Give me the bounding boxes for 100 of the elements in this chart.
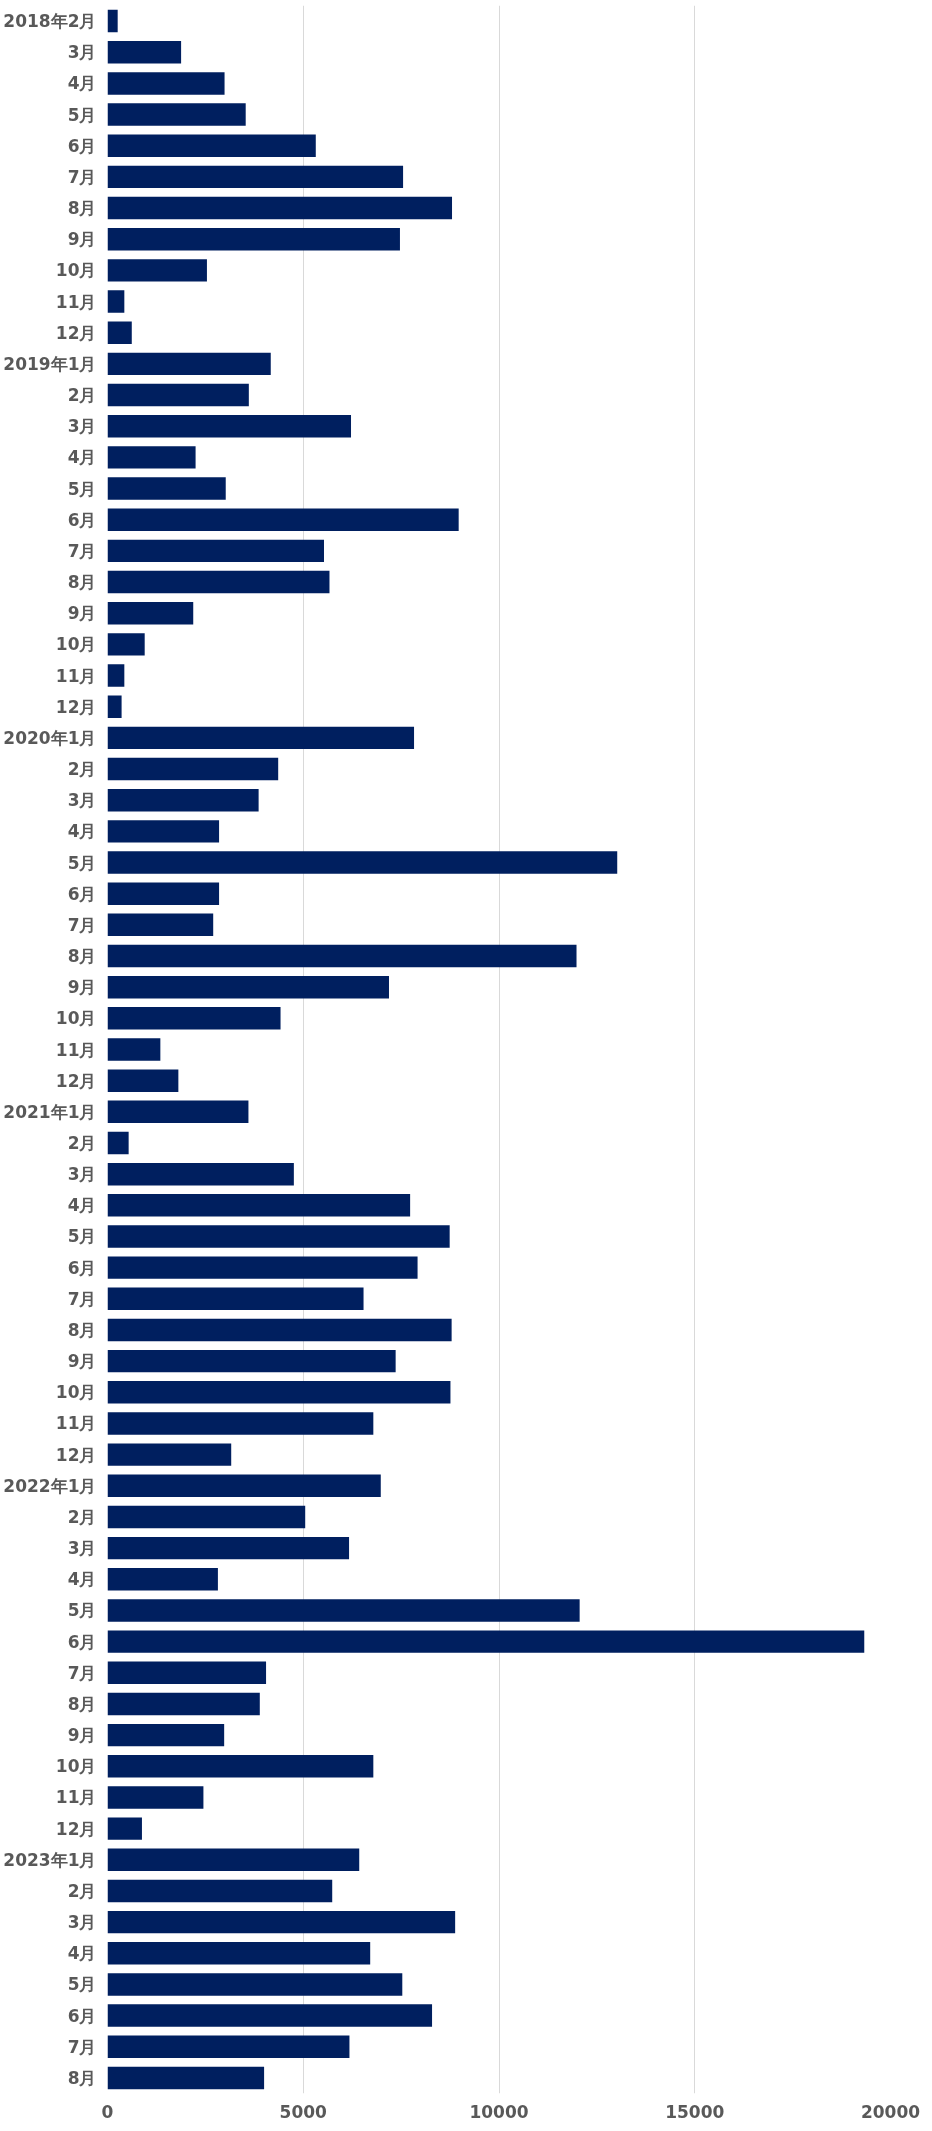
x-tick-label: 0 — [101, 2101, 114, 2122]
y-tick-label: 10月 — [55, 1008, 97, 1029]
bar — [107, 165, 404, 189]
bar — [107, 508, 459, 531]
bar — [107, 1505, 306, 1529]
x-tick-label: 5000 — [279, 2101, 328, 2122]
y-tick-label: 2022年1月 — [3, 1475, 97, 1496]
y-tick-label: 11月 — [55, 1413, 97, 1434]
y-tick-label: 3月 — [67, 790, 97, 811]
y-tick-label: 2023年1月 — [3, 1849, 97, 1870]
bar — [107, 1723, 225, 1747]
y-tick-label: 5月 — [67, 1600, 97, 1621]
y-tick-label: 9月 — [67, 1725, 97, 1746]
bar — [107, 1194, 411, 1217]
y-tick-label: 2020年1月 — [3, 727, 97, 748]
y-tick-label: 9月 — [67, 603, 97, 624]
y-tick-label: 5月 — [67, 1226, 97, 1247]
bar — [107, 944, 577, 968]
y-tick-label: 6月 — [67, 2005, 97, 2026]
y-tick-label: 8月 — [67, 1693, 97, 1714]
bar — [107, 820, 220, 843]
y-tick-label: 2021年1月 — [3, 1101, 97, 1122]
y-tick-label: 4月 — [67, 447, 97, 468]
bar — [107, 695, 122, 718]
bar — [107, 9, 118, 33]
y-tick-label: 6月 — [67, 135, 97, 156]
bar — [107, 1287, 364, 1311]
y-tick-label: 11月 — [55, 291, 97, 312]
bar — [107, 1038, 161, 1061]
y-tick-label: 6月 — [67, 1631, 97, 1652]
bar — [107, 1131, 129, 1155]
y-tick-label: 7月 — [67, 1288, 97, 1309]
bar — [107, 290, 125, 313]
y-tick-label: 2月 — [67, 385, 97, 406]
bar — [107, 757, 279, 781]
bar — [107, 1599, 580, 1622]
bar — [107, 477, 226, 500]
y-tick-label: 11月 — [55, 665, 97, 686]
bar — [107, 2035, 350, 2058]
bar — [107, 1536, 350, 1560]
bar — [107, 1474, 381, 1498]
bar — [107, 103, 246, 126]
bar — [107, 1848, 360, 1871]
y-tick-label: 8月 — [67, 198, 97, 219]
bar — [107, 601, 194, 625]
y-tick-label: 5月 — [67, 852, 97, 873]
bar — [107, 415, 352, 438]
y-tick-label: 9月 — [67, 229, 97, 250]
y-tick-label: 4月 — [67, 821, 97, 842]
bar — [107, 851, 618, 874]
y-tick-label: 12月 — [55, 322, 97, 343]
y-tick-label: 7月 — [67, 914, 97, 935]
y-tick-label: 5月 — [67, 478, 97, 499]
x-tick-label: 10000 — [469, 2101, 529, 2122]
y-tick-label: 12月 — [55, 696, 97, 717]
bar — [107, 1568, 218, 1591]
bar — [107, 570, 330, 594]
bar — [107, 1942, 371, 1965]
bar — [107, 1786, 204, 1809]
y-tick-label: 6月 — [67, 1257, 97, 1278]
bar — [107, 2066, 265, 2090]
y-tick-label: 3月 — [67, 416, 97, 437]
bar — [107, 1755, 374, 1778]
y-tick-label: 3月 — [67, 42, 97, 63]
y-tick-label: 9月 — [67, 977, 97, 998]
y-tick-label: 4月 — [67, 73, 97, 94]
y-tick-label: 2月 — [67, 1880, 97, 1901]
y-tick-label: 6月 — [67, 883, 97, 904]
y-tick-label: 2018年2月 — [3, 11, 97, 32]
y-tick-label: 10月 — [55, 1756, 97, 1777]
bar — [107, 1910, 456, 1934]
y-tick-label: 10月 — [55, 1382, 97, 1403]
y-tick-label: 5月 — [67, 104, 97, 125]
y-tick-label: 3月 — [67, 1538, 97, 1559]
y-tick-label: 12月 — [55, 1070, 97, 1091]
y-tick-label: 6月 — [67, 509, 97, 530]
y-tick-label: 7月 — [67, 166, 97, 187]
y-tick-label: 11月 — [55, 1039, 97, 1060]
bar — [107, 1225, 450, 1248]
bar — [107, 1318, 452, 1342]
bar — [107, 259, 207, 282]
y-tick-label: 8月 — [67, 572, 97, 593]
y-tick-label: 4月 — [67, 1943, 97, 1964]
y-tick-label: 9月 — [67, 1351, 97, 1372]
bar — [107, 1879, 333, 1903]
bar — [107, 1069, 179, 1092]
bar — [107, 134, 316, 157]
y-tick-label: 2019年1月 — [3, 353, 97, 374]
bar — [107, 726, 415, 750]
bar — [107, 1412, 374, 1435]
bar — [107, 1817, 142, 1840]
y-tick-label: 11月 — [55, 1787, 97, 1808]
y-tick-label: 7月 — [67, 1662, 97, 1683]
bar — [107, 664, 125, 687]
y-tick-label: 3月 — [67, 1912, 97, 1933]
bar — [107, 352, 271, 376]
y-tick-label: 10月 — [55, 260, 97, 281]
bar — [107, 196, 453, 220]
y-tick-label: 7月 — [67, 540, 97, 561]
x-tick-label: 20000 — [860, 2101, 921, 2122]
